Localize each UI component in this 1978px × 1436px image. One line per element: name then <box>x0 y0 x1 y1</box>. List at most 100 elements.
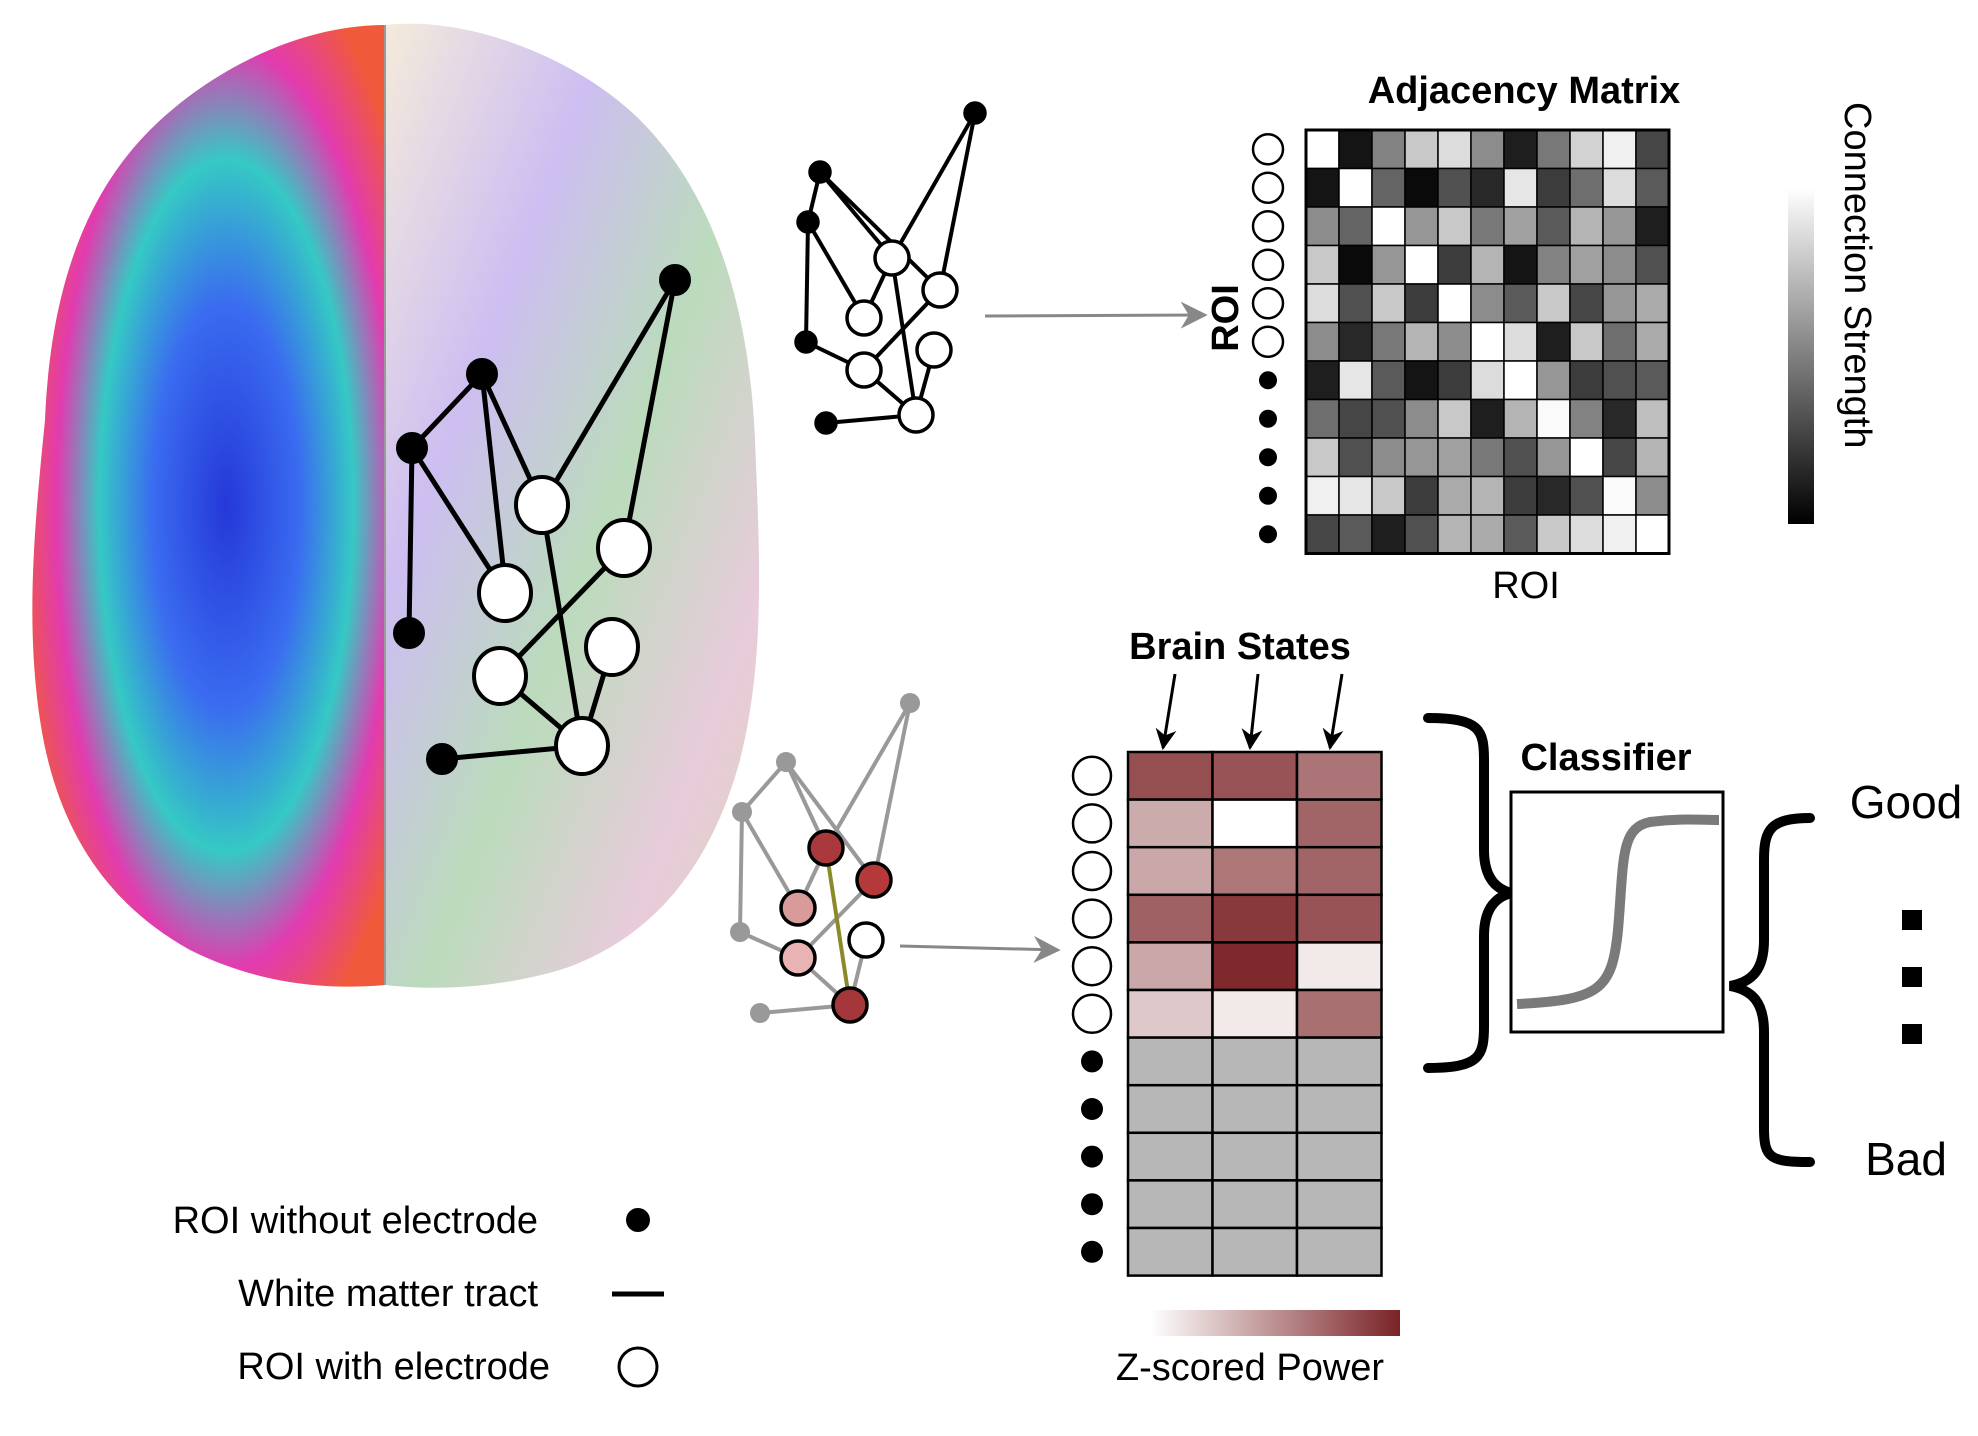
roi-node-open <box>596 518 652 578</box>
adjacency-cell <box>1305 129 1340 170</box>
adjacency-cell <box>1404 244 1439 285</box>
brain-state-cell <box>1126 893 1214 944</box>
adjacency-cell <box>1602 321 1637 362</box>
roi-node-colored <box>831 986 869 1024</box>
adjacency-cell <box>1536 321 1571 362</box>
adjacency-col-axis-label: ROI <box>1492 565 1560 607</box>
adjacency-cell <box>1404 321 1439 362</box>
roi-marker-open <box>1251 171 1285 204</box>
adjacency-cell <box>1470 398 1505 439</box>
brain-state-cell <box>1211 750 1299 801</box>
adjacency-cell <box>1503 360 1538 401</box>
legend-label-roi-with-electrode: ROI with electrode <box>237 1346 550 1388</box>
adjacency-cell <box>1470 437 1505 478</box>
adjacency-cell <box>1371 475 1406 516</box>
adjacency-cell <box>1635 129 1670 170</box>
adjacency-cell <box>1536 129 1571 170</box>
adjacency-cell <box>1338 360 1373 401</box>
adjacency-cell <box>1602 360 1637 401</box>
adjacency-cell <box>1338 244 1373 285</box>
adjacency-cell <box>1635 321 1670 362</box>
brain-state-cell <box>1295 988 1383 1039</box>
adjacency-cell <box>1371 129 1406 170</box>
adjacency-cell <box>1635 244 1670 285</box>
brain-network-nodes <box>393 264 691 776</box>
brain-state-cell <box>1295 798 1383 849</box>
roi-node-filled <box>900 693 920 713</box>
adjacency-cell <box>1602 167 1637 208</box>
brain-left-hemisphere <box>32 25 385 987</box>
adjacency-cell <box>1602 283 1637 324</box>
roi-node-filled <box>794 330 818 354</box>
adjacency-cell <box>1536 398 1571 439</box>
right-curly-brace <box>1728 813 1815 1167</box>
brain-states-matrix <box>1126 750 1383 1277</box>
state-arrow-1 <box>1155 673 1177 751</box>
highlight-tract <box>824 847 852 1006</box>
brain-state-cell <box>1126 1083 1214 1135</box>
roi-node-open <box>584 617 640 677</box>
brain-state-cell <box>1295 1131 1383 1182</box>
adjacency-cell <box>1536 475 1571 516</box>
adjacency-cell <box>1569 475 1604 516</box>
adjacency-cell <box>1371 167 1406 208</box>
roi-node-open <box>472 646 528 706</box>
adjacency-cell <box>1338 167 1373 208</box>
roi-node-filled <box>659 264 691 296</box>
adjacency-cell <box>1635 437 1670 478</box>
adjacency-cell <box>1437 244 1472 285</box>
brain-state-cell <box>1126 1226 1214 1277</box>
roi-node-filled <box>396 432 428 464</box>
roi-node-colored <box>855 861 893 899</box>
brain-state-cell <box>1295 1179 1383 1230</box>
adjacency-cell <box>1503 514 1538 555</box>
adjacency-cell <box>1338 283 1373 324</box>
adjacency-cell <box>1470 514 1505 555</box>
adjacency-cell <box>1503 321 1538 362</box>
left-curly-brace <box>1423 713 1514 1073</box>
brain-state-cell <box>1295 1036 1383 1087</box>
adjacency-title: Adjacency Matrix <box>1368 70 1681 112</box>
arrow-to-brain-states <box>899 935 1061 963</box>
adjacency-cell <box>1602 244 1637 285</box>
adjacency-cell <box>1371 514 1406 555</box>
adjacency-cell <box>1536 167 1571 208</box>
legend-label-white-matter-tract: White matter tract <box>238 1273 538 1315</box>
roi-node-colored <box>779 889 817 927</box>
roi-marker-open <box>1251 325 1285 358</box>
brain-state-cell <box>1211 988 1299 1039</box>
roi-marker-filled <box>1081 1145 1103 1168</box>
roi-node-open <box>921 271 959 309</box>
adjacency-cell <box>1371 321 1406 362</box>
adjacency-cell <box>1569 514 1604 555</box>
adjacency-cell <box>1338 129 1373 170</box>
brain-state-cell <box>1295 1226 1383 1277</box>
adjacency-cell <box>1569 167 1604 208</box>
roi-node-colored <box>807 829 845 867</box>
adjacency-cell <box>1338 321 1373 362</box>
connection-strength-colorbar <box>1788 188 1814 524</box>
roi-node-filled <box>963 101 987 125</box>
adjacency-cell <box>1635 167 1670 208</box>
adjacency-cell <box>1569 244 1604 285</box>
adjacency-cell <box>1602 398 1637 439</box>
adjacency-cell <box>1404 514 1439 555</box>
adjacency-cell <box>1470 206 1505 247</box>
colorbar-label-connection-strength: Connection Strength <box>1836 102 1878 448</box>
adjacency-cell <box>1404 437 1439 478</box>
brain-state-cell <box>1126 845 1214 897</box>
brain-state-cell <box>1211 845 1299 897</box>
adjacency-cell <box>1371 398 1406 439</box>
brain-state-cell <box>1126 1036 1214 1087</box>
roi-node-filled <box>732 802 752 822</box>
adjacency-cell <box>1404 129 1439 170</box>
adjacency-cell <box>1404 475 1439 516</box>
output-good: Good <box>1850 776 1963 828</box>
brain-state-cell <box>1211 941 1299 992</box>
roi-node-filled <box>776 752 796 772</box>
adjacency-cell <box>1602 475 1637 516</box>
legend: ROI without electrode White matter tract… <box>173 1200 664 1388</box>
roi-node-open <box>477 563 533 623</box>
adjacency-cell <box>1470 321 1505 362</box>
